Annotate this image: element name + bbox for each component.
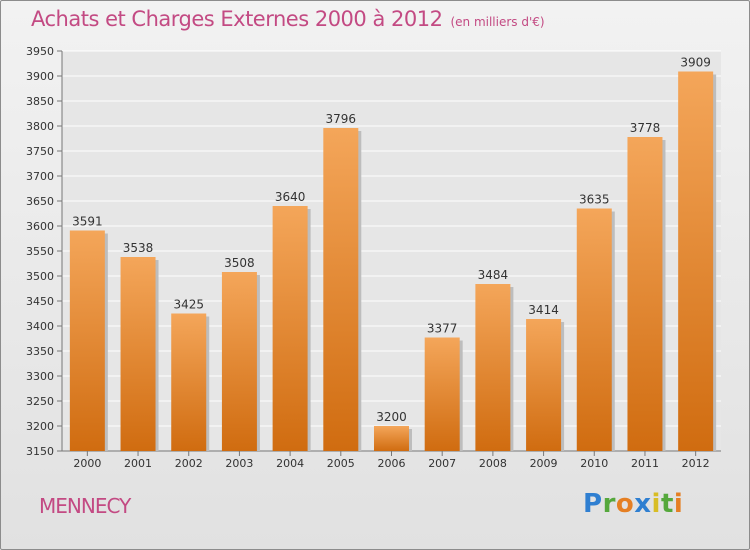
town-name: MENNECY [39, 494, 131, 518]
data-label: 3414 [528, 303, 559, 317]
data-label: 3909 [680, 56, 711, 70]
y-tick-label: 3300 [26, 370, 54, 383]
bar [171, 313, 207, 451]
data-label: 3200 [376, 410, 407, 424]
data-label: 3640 [275, 190, 306, 204]
data-label: 3508 [224, 256, 255, 270]
bar [272, 206, 308, 451]
y-tick-label: 3600 [26, 220, 54, 233]
data-label: 3425 [173, 298, 204, 312]
x-tick-label: 2008 [479, 457, 507, 470]
x-tick-label: 2002 [175, 457, 203, 470]
bar [576, 208, 612, 451]
logo-letter: i [651, 489, 661, 519]
x-tick-label: 2004 [276, 457, 304, 470]
bar [120, 257, 156, 451]
data-label: 3796 [326, 112, 357, 126]
y-tick-label: 3900 [26, 70, 54, 83]
bar [475, 284, 511, 451]
proxiti-logo: Proxiti [583, 489, 683, 519]
logo-letter: o [615, 489, 635, 519]
x-tick-label: 2012 [682, 457, 710, 470]
x-tick-label: 2001 [124, 457, 152, 470]
data-label: 3591 [72, 215, 103, 229]
bar [678, 71, 714, 451]
y-tick-label: 3450 [26, 295, 54, 308]
data-label: 3377 [427, 322, 458, 336]
x-tick-label: 2005 [327, 457, 355, 470]
data-label: 3778 [630, 121, 661, 135]
y-tick-label: 3800 [26, 120, 54, 133]
bar [323, 128, 359, 451]
y-tick-label: 3750 [26, 145, 54, 158]
y-tick-label: 3650 [26, 195, 54, 208]
bar [526, 319, 562, 451]
logo-letter: P [583, 489, 603, 519]
data-label: 3538 [123, 241, 154, 255]
x-tick-label: 2006 [378, 457, 406, 470]
logo-letter: t [660, 489, 674, 519]
bar [424, 337, 460, 451]
y-tick-label: 3150 [26, 445, 54, 458]
y-tick-label: 3200 [26, 420, 54, 433]
y-tick-label: 3850 [26, 95, 54, 108]
y-tick-label: 3500 [26, 270, 54, 283]
logo-letter: x [634, 489, 652, 519]
x-tick-label: 2000 [73, 457, 101, 470]
x-tick-label: 2009 [530, 457, 558, 470]
y-tick-label: 3400 [26, 320, 54, 333]
x-tick-label: 2011 [631, 457, 659, 470]
title-block: Achats et Charges Externes 2000 à 2012 (e… [31, 7, 545, 31]
y-tick-label: 3950 [26, 45, 54, 58]
y-tick-label: 3550 [26, 245, 54, 258]
x-tick-label: 2007 [428, 457, 456, 470]
logo-letter: i [673, 489, 684, 519]
y-tick-label: 3350 [26, 345, 54, 358]
bar [69, 230, 105, 451]
data-label: 3484 [478, 268, 509, 282]
chart-subtitle: (en milliers d'€) [450, 15, 545, 29]
chart-title: Achats et Charges Externes 2000 à 2012 [31, 7, 443, 31]
y-tick-label: 3250 [26, 395, 54, 408]
bar [221, 272, 257, 451]
data-label: 3635 [579, 193, 610, 207]
x-tick-label: 2010 [580, 457, 608, 470]
bar [627, 137, 663, 451]
logo-letter: r [602, 489, 616, 519]
bar [374, 426, 409, 451]
x-tick-label: 2003 [225, 457, 253, 470]
y-tick-label: 3700 [26, 170, 54, 183]
